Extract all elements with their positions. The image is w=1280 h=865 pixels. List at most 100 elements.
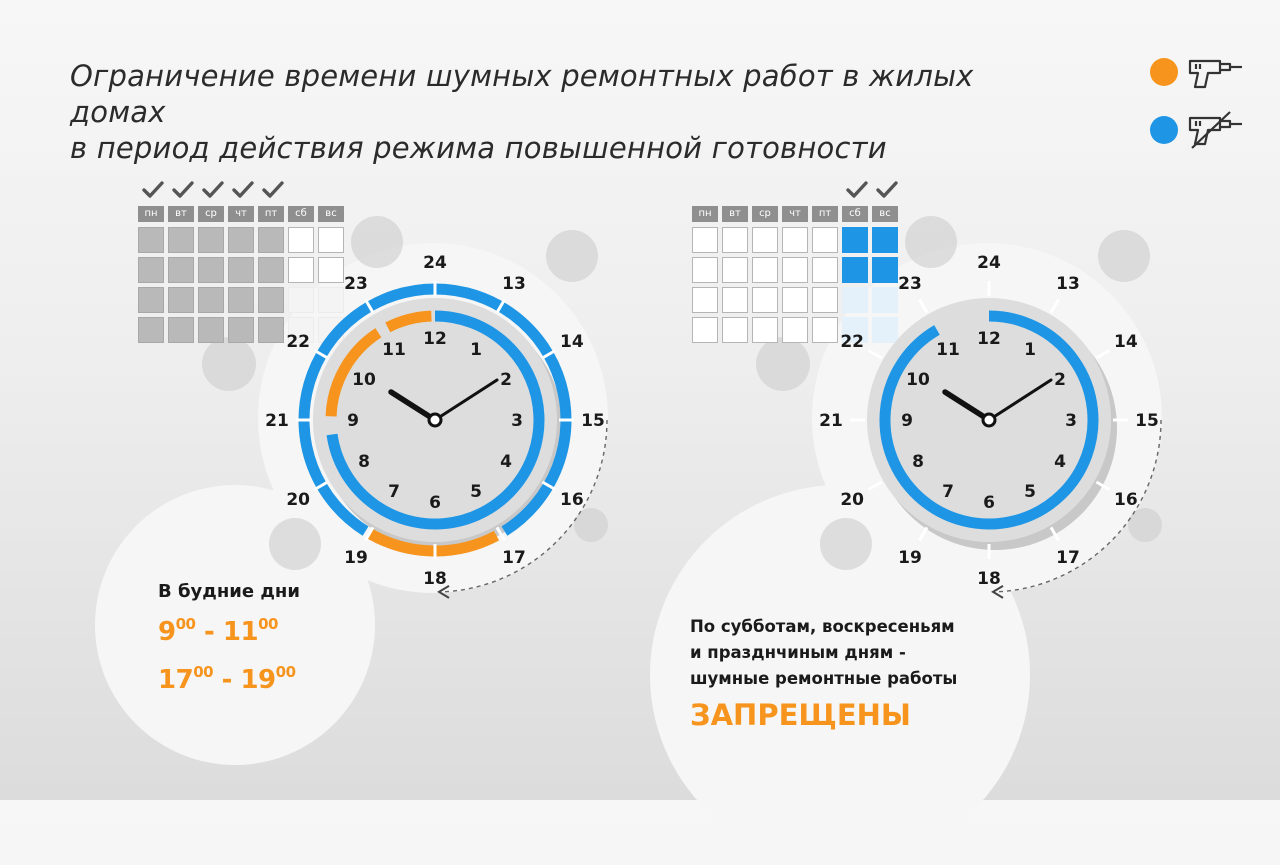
check-placeholder: [692, 180, 722, 206]
hour-label-outer: 14: [560, 332, 584, 352]
calendar-cell: [228, 317, 254, 343]
minute-hand: [433, 378, 499, 422]
outer-tick: [541, 349, 557, 360]
calendar-cell: [258, 287, 284, 313]
outer-tick: [1095, 349, 1111, 360]
clock-center: [427, 412, 443, 428]
hour-label-outer: 17: [1056, 548, 1080, 568]
hour-label-inner: 10: [352, 370, 376, 390]
outer-ring-segment: [434, 283, 572, 536]
hour-label-outer: 22: [286, 332, 310, 352]
check-icon: [258, 180, 288, 206]
calendar-cell: [168, 317, 194, 343]
deco-circle: [1098, 230, 1150, 282]
calendar-cell: [228, 257, 254, 283]
time-range-2: 1700 - 1900: [158, 663, 296, 695]
day-label: пт: [812, 206, 838, 222]
check-icon: [842, 180, 872, 206]
hour-label-inner: 12: [423, 329, 447, 349]
time-range-1: 900 - 1100: [158, 615, 278, 647]
check-placeholder: [318, 180, 348, 206]
minute-hand: [987, 378, 1053, 422]
outer-tick: [1049, 298, 1060, 314]
calendar-cell: [692, 317, 718, 343]
weekday-calendar: пн вт ср чт пт сб вс: [138, 180, 348, 347]
calendar-cell: [872, 287, 898, 313]
legend-forbidden: [1150, 110, 1244, 150]
hour-label-inner: 12: [977, 329, 1001, 349]
hour-label-inner: 4: [500, 452, 512, 472]
calendar-cell: [258, 317, 284, 343]
hour-label-outer: 24: [977, 253, 1001, 273]
calendar-cell: [692, 227, 718, 253]
calendar-cell: [782, 257, 808, 283]
arrow-head-icon: [437, 585, 450, 599]
calendar-cell: [228, 227, 254, 253]
weekend-line-1: По субботам, воскресеньям: [690, 617, 955, 636]
check-icon: [168, 180, 198, 206]
outer-tick: [313, 480, 329, 491]
legend-orange-dot: [1150, 58, 1178, 86]
calendar-cell: [168, 287, 194, 313]
hour-label-outer: 24: [423, 253, 447, 273]
calendar-cell: [812, 227, 838, 253]
weekend-banned: ЗАПРЕЩЕНЫ: [690, 698, 911, 732]
deco-circle: [202, 337, 256, 391]
hour-label-outer: 21: [819, 411, 843, 431]
check-placeholder: [812, 180, 842, 206]
hour-label-inner: 10: [906, 370, 930, 390]
calendar-cell: [288, 317, 314, 343]
deco-circle: [269, 518, 321, 570]
outer-tick: [918, 526, 929, 542]
calendar-cell: [168, 227, 194, 253]
hour-label-outer: 18: [977, 569, 1001, 589]
weekend-caption: По субботам, воскресеньям и празднчиным …: [690, 614, 990, 738]
calendar-cell: [752, 257, 778, 283]
hour-label-inner: 6: [429, 493, 441, 513]
outer-tick: [495, 526, 506, 542]
calendar-cell: [318, 287, 344, 313]
calendar-cell: [692, 287, 718, 313]
hour-label-outer: 15: [581, 411, 605, 431]
day-label: вт: [722, 206, 748, 222]
calendar-cell: [752, 287, 778, 313]
hour-label-outer: 17: [502, 548, 526, 568]
outer-tick: [918, 298, 929, 314]
check-icon: [138, 180, 168, 206]
calendar-cell: [198, 287, 224, 313]
page-title: Ограничение времени шумных ремонтных раб…: [70, 58, 1070, 166]
check-placeholder: [288, 180, 318, 206]
calendar-cell: [872, 257, 898, 283]
day-label: сб: [842, 206, 868, 222]
outer-tick: [1049, 526, 1060, 542]
day-label: пт: [258, 206, 284, 222]
calendar-cell: [198, 317, 224, 343]
hour-label-outer: 19: [344, 548, 368, 568]
hour-label-inner: 1: [470, 340, 482, 360]
day-label: сб: [288, 206, 314, 222]
title-line-2: в период действия режима повышенной гото…: [70, 131, 887, 165]
hour-label-inner: 8: [358, 452, 370, 472]
hour-label-outer: 14: [1114, 332, 1138, 352]
check-placeholder: [752, 180, 782, 206]
hour-label-inner: 1: [1024, 340, 1036, 360]
outer-ring-segment: [366, 528, 500, 557]
inner-ring-segment: [385, 310, 432, 333]
calendar-cell: [318, 227, 344, 253]
hour-label-inner: 7: [942, 482, 954, 502]
deco-circle: [820, 518, 872, 570]
calendar-cell: [872, 227, 898, 253]
legend-blue-dot: [1150, 116, 1178, 144]
weekday-label: В будние дни: [158, 581, 300, 602]
calendar-cell: [138, 257, 164, 283]
day-label: чт: [782, 206, 808, 222]
calendar-cell: [782, 227, 808, 253]
deco-circle: [756, 337, 810, 391]
calendar-cell: [692, 257, 718, 283]
weekend-calendar: пн вт ср чт пт сб вс: [692, 180, 902, 347]
hour-label-outer: 23: [898, 274, 922, 294]
calendar-cell: [842, 227, 868, 253]
hour-label-inner: 7: [388, 482, 400, 502]
calendar-cell: [258, 257, 284, 283]
